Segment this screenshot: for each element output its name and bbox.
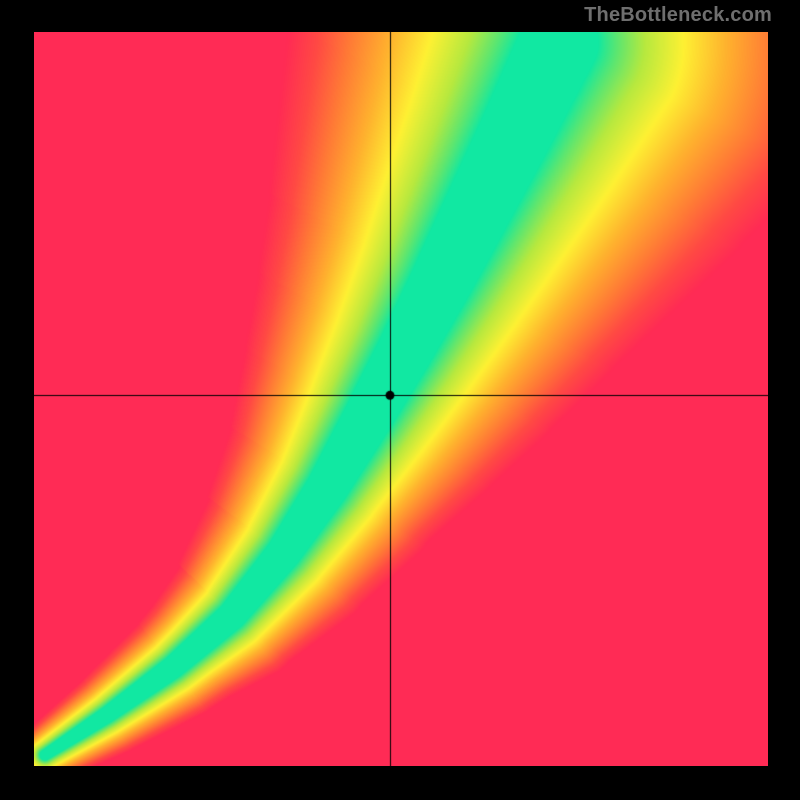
chart-container: TheBottleneck.com <box>0 0 800 800</box>
watermark-text: TheBottleneck.com <box>584 4 772 27</box>
heatmap-plot <box>34 32 768 766</box>
